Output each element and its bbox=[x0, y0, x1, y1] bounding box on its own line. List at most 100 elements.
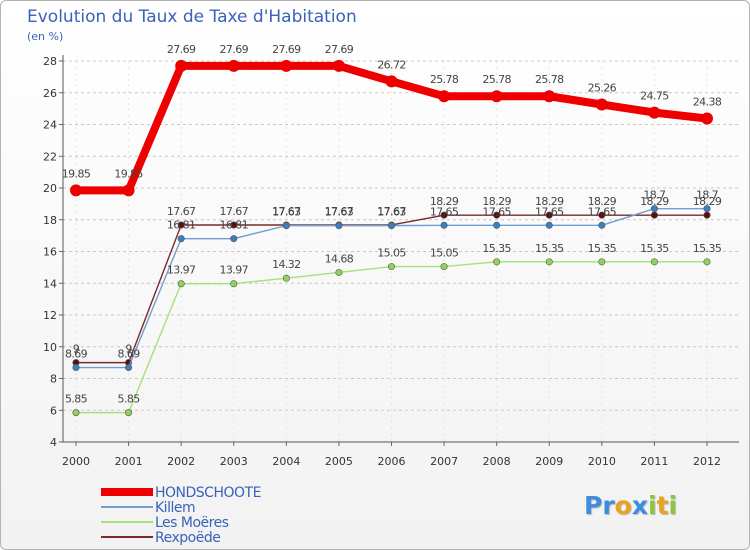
data-label-les-moeres: 15.35 bbox=[640, 242, 669, 255]
data-label-rexpoede: 18.29 bbox=[482, 195, 511, 208]
data-point-killem bbox=[282, 222, 290, 230]
data-point-les-moeres bbox=[493, 258, 501, 266]
x-tick-label: 2010 bbox=[588, 455, 616, 468]
x-tick-label: 2000 bbox=[62, 455, 90, 468]
y-tick-label: 26 bbox=[43, 87, 57, 100]
y-tick-label: 16 bbox=[43, 246, 57, 259]
x-tick-label: 2006 bbox=[378, 455, 406, 468]
data-point-killem bbox=[598, 221, 606, 229]
data-point-hondschoote bbox=[70, 184, 82, 197]
data-label-hondschoote: 25.78 bbox=[482, 73, 511, 86]
data-point-les-moeres bbox=[703, 258, 711, 266]
data-label-rexpoede: 17.67 bbox=[377, 205, 406, 218]
logo-letter: o bbox=[614, 491, 632, 520]
data-label-les-moeres: 5.85 bbox=[118, 393, 141, 406]
data-label-rexpoede: 18.29 bbox=[588, 195, 617, 208]
proxiti-logo: Proxiti bbox=[584, 491, 677, 520]
x-tick-label: 2011 bbox=[640, 455, 668, 468]
y-tick-label: 22 bbox=[43, 150, 57, 163]
data-point-rexpoede bbox=[177, 221, 185, 229]
data-point-hondschoote bbox=[595, 98, 608, 111]
data-label-les-moeres: 14.68 bbox=[325, 252, 354, 265]
data-label-rexpoede: 9 bbox=[73, 343, 80, 356]
data-label-rexpoede: 17.67 bbox=[167, 205, 196, 218]
data-point-rexpoede bbox=[440, 211, 448, 219]
data-label-les-moeres: 15.35 bbox=[482, 242, 511, 255]
data-point-les-moeres bbox=[125, 409, 133, 417]
data-label-les-moeres: 13.97 bbox=[167, 264, 196, 277]
data-label-les-moeres: 14.32 bbox=[272, 258, 301, 271]
logo-letter: t bbox=[656, 491, 669, 520]
data-point-killem bbox=[230, 235, 238, 243]
data-point-hondschoote bbox=[701, 112, 713, 125]
data-label-hondschoote: 27.69 bbox=[167, 43, 196, 56]
data-label-hondschoote: 25.78 bbox=[535, 73, 564, 86]
data-label-les-moeres: 15.35 bbox=[535, 242, 564, 255]
data-label-hondschoote: 19.85 bbox=[62, 167, 91, 180]
data-label-killem: 18.7 bbox=[643, 189, 666, 202]
data-label-hondschoote: 27.69 bbox=[325, 43, 354, 56]
data-label-killem: 17.63 bbox=[272, 206, 301, 219]
data-point-hondschoote bbox=[385, 75, 398, 88]
data-point-les-moeres bbox=[72, 409, 80, 417]
data-point-hondschoote bbox=[122, 184, 135, 197]
data-label-killem: 17.63 bbox=[325, 206, 354, 219]
axes: 4 6 8 10 12 14 16 18 20 22 24 26 28 2000 2001 2002 2003 2… bbox=[43, 55, 739, 468]
x-tick-label: 2012 bbox=[693, 455, 721, 468]
data-label-hondschoote: 27.69 bbox=[272, 43, 301, 56]
y-tick-label: 14 bbox=[43, 277, 57, 290]
legend-swatch-rexpoede bbox=[101, 536, 153, 538]
data-label-hondschoote: 25.26 bbox=[588, 81, 617, 94]
data-label-hondschoote: 27.69 bbox=[220, 43, 249, 56]
chart-title: Evolution du Taux de Taxe d'Habitation bbox=[27, 7, 357, 27]
chart-subtitle: (en %) bbox=[27, 30, 64, 43]
data-label-killem: 17.65 bbox=[588, 205, 617, 218]
data-label-killem: 16.81 bbox=[220, 219, 249, 232]
data-point-hondschoote bbox=[280, 59, 293, 72]
data-label-rexpoede: 18.29 bbox=[535, 195, 564, 208]
y-tick-label: 8 bbox=[50, 373, 57, 386]
data-label-les-moeres: 15.05 bbox=[430, 247, 459, 260]
data-point-killem bbox=[387, 222, 395, 230]
data-label-les-moeres: 15.35 bbox=[588, 242, 617, 255]
data-point-les-moeres bbox=[335, 268, 343, 276]
y-tick-label: 12 bbox=[43, 309, 57, 322]
logo-letter: x bbox=[631, 491, 648, 520]
x-tick-label: 2007 bbox=[430, 455, 458, 468]
data-point-les-moeres bbox=[177, 280, 185, 288]
data-point-killem bbox=[545, 221, 553, 229]
data-point-hondschoote bbox=[543, 90, 556, 103]
x-tick-label: 2008 bbox=[483, 455, 511, 468]
x-tick-label: 2001 bbox=[115, 455, 143, 468]
legend-label-les-moeres: Les Moëres bbox=[155, 515, 229, 531]
data-point-les-moeres bbox=[650, 258, 658, 266]
data-label-rexpoede: 17.67 bbox=[272, 205, 301, 218]
x-tick-label: 2004 bbox=[272, 455, 300, 468]
series-line-rexpoede bbox=[75, 214, 708, 364]
data-point-killem bbox=[650, 205, 658, 213]
data-point-hondschoote bbox=[648, 106, 661, 119]
y-tick-label: 18 bbox=[43, 214, 57, 227]
data-label-hondschoote: 24.38 bbox=[693, 95, 722, 108]
data-point-les-moeres bbox=[440, 263, 448, 271]
data-label-hondschoote: 24.75 bbox=[640, 90, 669, 103]
logo-letter: r bbox=[602, 491, 615, 520]
data-point-hondschoote bbox=[490, 90, 503, 103]
legend-label-killem: Killem bbox=[155, 500, 196, 516]
data-point-killem bbox=[440, 221, 448, 229]
data-point-hondschoote bbox=[332, 59, 345, 72]
data-point-les-moeres bbox=[545, 258, 553, 266]
data-point-hondschoote bbox=[175, 59, 188, 72]
y-tick-label: 28 bbox=[43, 55, 57, 68]
x-tick-label: 2005 bbox=[325, 455, 353, 468]
data-point-les-moeres bbox=[230, 280, 238, 288]
y-tick-label: 24 bbox=[43, 119, 57, 132]
y-tick-label: 6 bbox=[50, 404, 57, 417]
data-point-les-moeres bbox=[598, 258, 606, 266]
data-point-killem bbox=[703, 205, 711, 213]
legend-swatch-les-moeres bbox=[101, 521, 153, 523]
data-label-rexpoede: 18.29 bbox=[693, 195, 722, 208]
data-label-hondschoote: 25.78 bbox=[430, 73, 459, 86]
data-point-rexpoede bbox=[598, 211, 606, 219]
legend-swatch-hondschoote bbox=[101, 488, 153, 496]
